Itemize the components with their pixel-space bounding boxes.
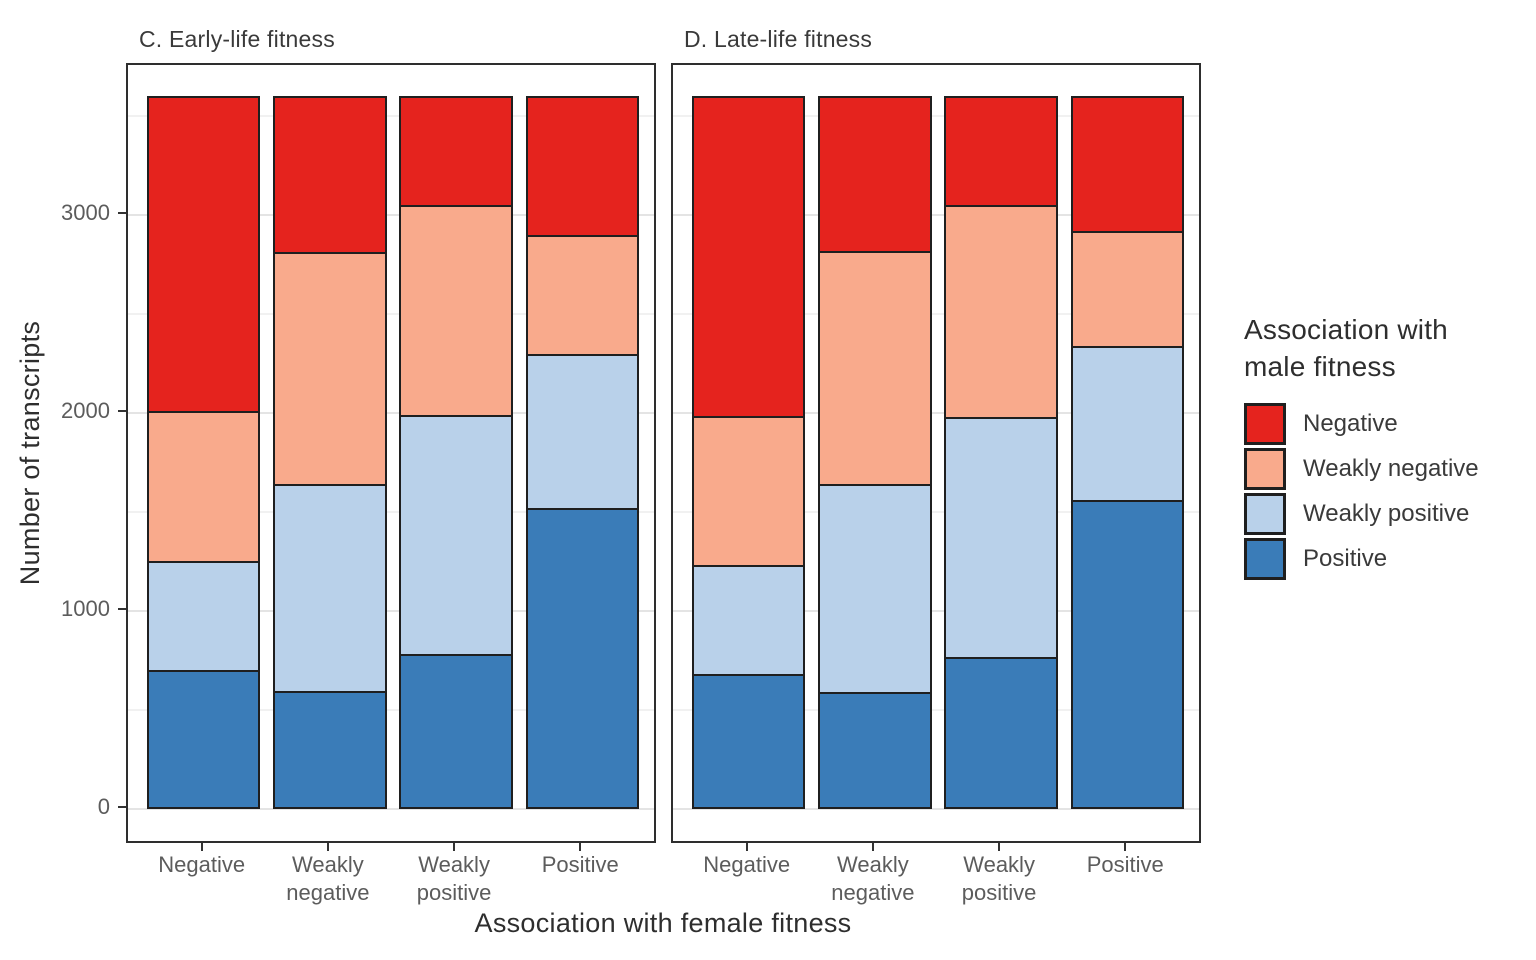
bar-segment-positive xyxy=(273,691,387,809)
bar-segment-positive xyxy=(1070,500,1185,809)
x-tick xyxy=(871,843,874,851)
gridline-minor xyxy=(128,313,654,315)
x-tick xyxy=(326,843,329,851)
x-tick xyxy=(998,843,1001,851)
bar-segment-weakly-positive xyxy=(525,353,640,511)
x-tick xyxy=(200,843,203,851)
bar-segment-negative xyxy=(399,96,513,208)
y-tick xyxy=(118,608,126,610)
x-tick xyxy=(745,843,748,851)
gridline-minor xyxy=(673,115,1199,117)
legend-swatch-positive xyxy=(1244,537,1286,580)
bar-segment-weakly-negative xyxy=(818,250,932,487)
x-tick xyxy=(1124,843,1127,851)
gridline-minor xyxy=(128,511,654,513)
gridline-major xyxy=(128,412,654,414)
x-category-label: Weakly negative xyxy=(286,852,370,905)
gridline-minor xyxy=(673,511,1199,513)
legend-label-negative: Negative xyxy=(1303,409,1398,437)
gridline-minor xyxy=(673,313,1199,315)
legend-item-weakly-negative: Weakly negative xyxy=(1244,447,1479,490)
panel-title-early-life: C. Early-life fitness xyxy=(139,26,335,52)
x-category-label: Negative xyxy=(703,852,791,877)
bar-segment-weakly-negative xyxy=(399,205,513,417)
y-tick xyxy=(118,806,126,808)
x-category-label: Weakly negative xyxy=(831,852,915,905)
bar-segment-negative xyxy=(525,96,640,237)
legend-label-positive: Positive xyxy=(1303,544,1388,572)
legend-title-line2: male fitness xyxy=(1244,350,1396,382)
bar-segment-negative xyxy=(818,96,932,253)
x-category-label: Weakly positive xyxy=(961,852,1037,905)
y-tick-label: 3000 xyxy=(61,200,110,225)
gridline-major xyxy=(128,808,654,810)
bar-segment-weakly-positive xyxy=(273,484,387,694)
legend-item-weakly-positive: Weakly positive xyxy=(1244,492,1479,535)
gridline-major xyxy=(128,214,654,216)
gridline-minor xyxy=(128,709,654,711)
gridline-major xyxy=(673,214,1199,216)
y-tick xyxy=(118,410,126,412)
bar-segment-weakly-positive xyxy=(1070,345,1185,503)
legend-title: Association with male fitness xyxy=(1244,312,1479,386)
legend-swatch-negative xyxy=(1244,402,1286,445)
bar-segment-weakly-positive xyxy=(691,565,806,677)
legend-item-positive: Positive xyxy=(1244,537,1479,580)
x-category-label: Positive xyxy=(1086,852,1164,877)
y-tick-label: 1000 xyxy=(61,596,110,621)
panel-late-life-fitness xyxy=(671,63,1201,843)
y-tick-label: 0 xyxy=(97,794,110,819)
gridline-major xyxy=(673,808,1199,810)
gridline-major xyxy=(673,610,1199,612)
legend-title-line1: Association with xyxy=(1244,314,1448,345)
bar-segment-negative xyxy=(691,96,806,418)
bar-segment-weakly-positive xyxy=(818,484,932,695)
bar-segment-positive xyxy=(525,508,640,809)
bar-segment-positive xyxy=(944,656,1058,809)
bar-segment-positive xyxy=(146,670,261,809)
legend-item-negative: Negative xyxy=(1244,402,1479,445)
bar-segment-negative xyxy=(146,96,261,413)
x-tick xyxy=(453,843,456,851)
bar-segment-positive xyxy=(399,653,513,809)
legend-label-weakly-positive: Weakly positive xyxy=(1303,499,1470,527)
legend-items: Negative Weakly negative Weakly positive Po… xyxy=(1244,402,1479,580)
bar-segment-weakly-negative xyxy=(525,234,640,356)
x-tick xyxy=(579,843,582,851)
bar-segment-negative xyxy=(1070,96,1185,233)
bar-segment-weakly-negative xyxy=(944,205,1058,419)
bar-segment-weakly-positive xyxy=(146,561,261,673)
bar-segment-weakly-negative xyxy=(691,415,806,568)
gridline-minor xyxy=(128,115,654,117)
bar-segment-negative xyxy=(273,96,387,254)
x-axis-title: Association with female fitness xyxy=(474,908,852,938)
legend: Association with male fitness Negative We… xyxy=(1244,312,1479,583)
bar-segment-negative xyxy=(944,96,1058,208)
bar-segment-weakly-positive xyxy=(399,414,513,656)
y-tick-label: 2000 xyxy=(61,398,110,423)
bar-segment-positive xyxy=(691,674,806,809)
bar-segment-weakly-positive xyxy=(944,416,1058,659)
legend-label-weakly-negative: Weakly negative xyxy=(1303,454,1479,482)
y-tick xyxy=(118,212,126,214)
x-category-label: Negative xyxy=(158,852,246,877)
bar-segment-positive xyxy=(818,692,932,809)
bar-segment-weakly-negative xyxy=(146,411,261,564)
panel-title-late-life: D. Late-life fitness xyxy=(684,26,873,52)
bar-segment-weakly-negative xyxy=(273,251,387,487)
gridline-major xyxy=(673,412,1199,414)
x-category-label: Positive xyxy=(541,852,619,877)
legend-swatch-weakly-negative xyxy=(1244,447,1286,490)
legend-swatch-weakly-positive xyxy=(1244,492,1286,535)
gridline-minor xyxy=(673,709,1199,711)
gridline-major xyxy=(128,610,654,612)
bar-segment-weakly-negative xyxy=(1070,230,1185,348)
panel-early-life-fitness xyxy=(126,63,656,843)
x-category-label: Weakly positive xyxy=(416,852,492,905)
